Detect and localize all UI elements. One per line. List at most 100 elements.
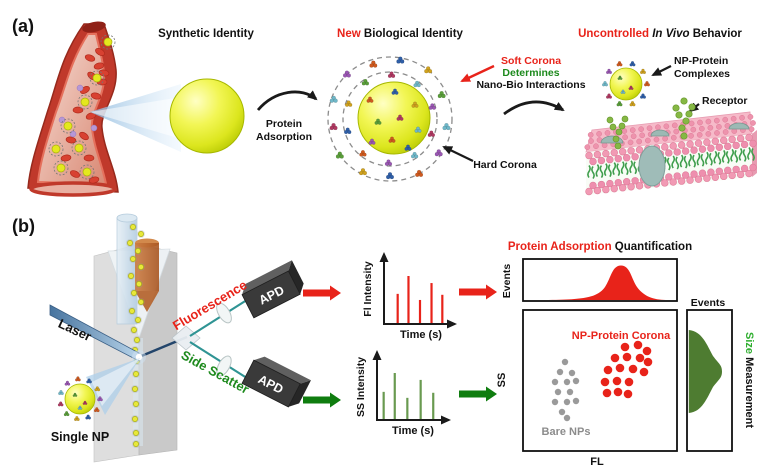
stream-nanoparticle [127,240,133,246]
lipid-tail [599,165,604,179]
lipid-head [677,141,686,149]
protein-blob [431,133,436,137]
lipid-head-top [713,117,720,124]
protein-blob [608,70,613,75]
lipid-head-top [730,115,737,122]
protein-blob [632,103,636,107]
bare-nanoparticle-sphere [169,78,245,154]
protein-blob [79,407,83,410]
protein-blob [76,417,80,422]
apd-side-face [288,380,311,407]
protein-blob [348,102,353,107]
np-halo [53,160,69,176]
protein-blob [93,409,98,413]
stream-nanoparticle [131,290,137,296]
lipid-head-top [688,132,694,139]
protein-blob [386,174,391,180]
protein-blob [74,394,78,397]
lipid-tail [603,163,608,177]
protein-blob [619,77,623,81]
protein-blob [388,138,393,143]
protein-blob [406,144,410,149]
apd-detector-fluorescence: APD [241,260,304,319]
lipid-head [694,139,703,147]
lipid-head-top [604,130,611,136]
protein-blob [88,380,92,384]
stream-nanoparticle [131,327,137,333]
protein-blob [346,73,351,78]
lipid-head [618,184,627,192]
bare-dot [563,398,571,406]
protein-blob [97,388,101,392]
blood-vessel-illustration [27,21,119,197]
bare-dot [551,378,559,386]
protein-blob [404,146,409,151]
red-blood-cell [79,131,89,141]
magnify-cone-core [90,97,181,139]
lipid-head [740,164,749,173]
lipid-tail [713,150,718,164]
apd-detector-side-scatter: APD [241,356,311,408]
lipid-head-top [705,131,712,137]
protein-blob [368,96,372,101]
receptor-ball [685,110,693,118]
protein-blob [393,88,397,93]
protein-blob [643,83,648,87]
panel-a-tag: (a) [12,16,34,36]
protein-blob [85,416,89,420]
protein-blob [437,93,442,99]
protein-blob [67,382,71,386]
lipid-head-top [722,129,729,135]
apd-side-face [288,260,304,295]
nano-bio-label: Nano-Bio Interactions [476,79,585,91]
np-protein-complexes-label-1: NP-Protein [674,55,728,67]
adsorption-peak [536,265,668,300]
protein-blob [434,152,440,157]
receptor-ball [688,103,696,111]
panel-b: (b) Laser Single NP [12,213,755,468]
stream-nanoparticle [133,441,139,447]
lipid-head [677,177,686,185]
lipid-head-top [747,113,754,120]
lipid-head [631,153,639,161]
protein-blob [76,376,80,380]
receptor-ball [682,117,690,125]
fl-axis-label: FL [590,456,604,468]
lipid-head [597,156,606,165]
lipid-head [606,179,614,188]
corona-dot [643,357,653,367]
stream-nanoparticle [132,386,138,392]
single-np-core [64,383,96,415]
lipid-head-top [596,131,602,137]
lipid-head-top [690,126,697,133]
protein-blob [396,59,401,64]
protein-blob [344,70,350,75]
protein-blob [410,154,415,159]
protein-blob [87,378,91,382]
protein-blob [416,169,422,175]
bare-dot [556,368,564,376]
membrane-protein-dome-3 [728,122,750,130]
lipid-head-top [639,132,646,139]
protein-blob [607,93,611,97]
adsorption-histogram: Protein Adsorption Quantification Events [501,241,692,302]
protein-blob [620,91,624,95]
lipid-tail [675,156,680,170]
corona-dot [610,353,620,363]
protein-adsorption-label-2: Adsorption [256,131,312,143]
lipid-head [690,146,698,154]
bare-dot [558,408,566,416]
scatter-dots [551,340,653,422]
lipid-head [715,167,724,175]
lipid-tail [671,155,676,169]
protein-blob [329,98,335,103]
lipid-tail [708,152,713,166]
stream-nanoparticle [135,248,141,254]
side-scatter-label: Side Scatter [179,347,252,397]
protein-blob [641,93,645,97]
protein-blob [642,70,646,75]
protein-blob [426,66,431,71]
protein-blob [346,100,351,105]
protein-blob [65,380,69,384]
lipid-head [593,150,602,159]
